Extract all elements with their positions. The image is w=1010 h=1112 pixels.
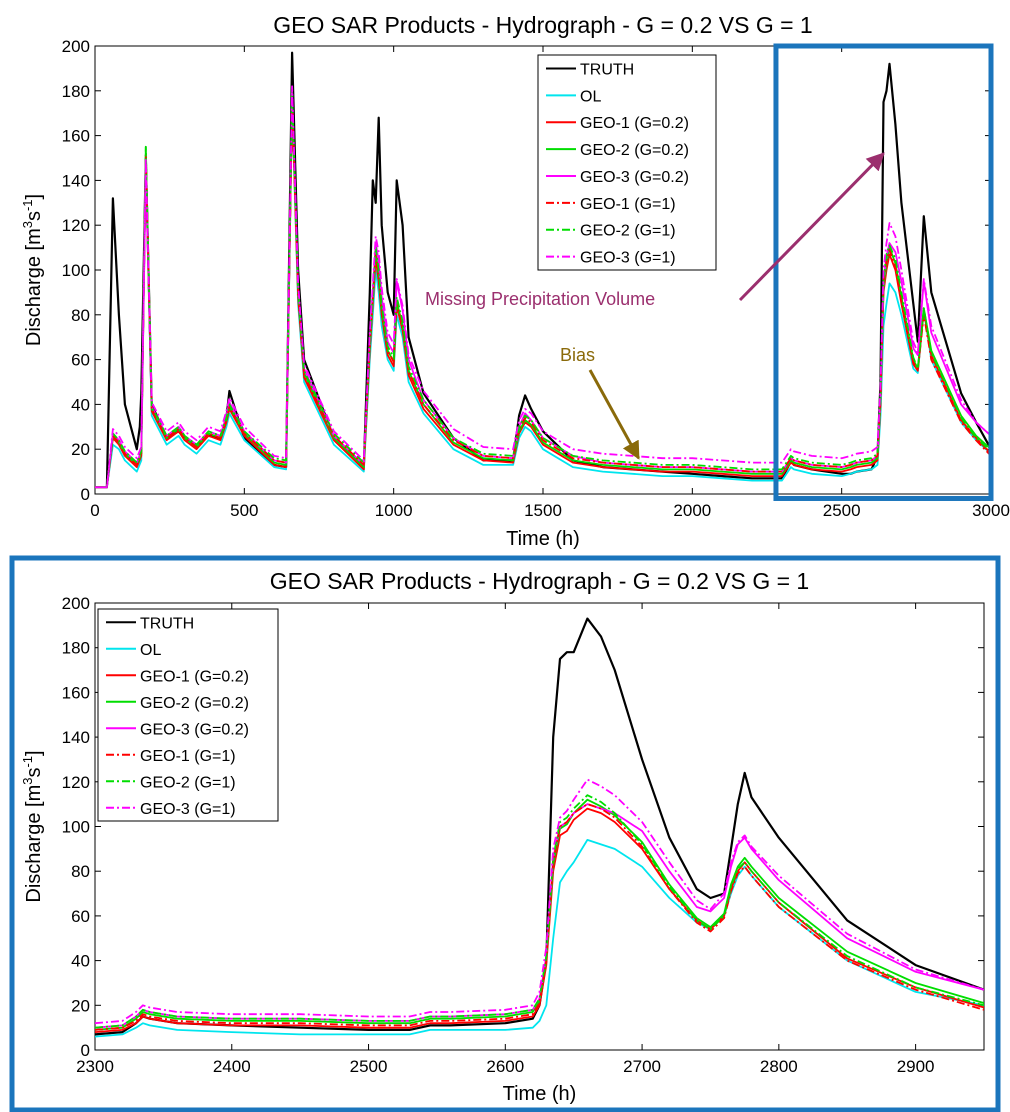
series-lines bbox=[95, 51, 991, 489]
legend-label: GEO-3 (G=0.2) bbox=[580, 169, 689, 186]
legend: TRUTH OL GEO-1 (G=0.2) GEO-2 (G=0.2) GEO-3 (… bbox=[537, 54, 717, 271]
zoom-panel-frame bbox=[9, 555, 1001, 1112]
legend-label: GEO-2 (G=1) bbox=[140, 774, 236, 791]
legend-label: GEO-2 (G=0.2) bbox=[580, 142, 689, 159]
y-tick-label: 100 bbox=[62, 818, 90, 837]
x-tick-label: 500 bbox=[230, 501, 258, 520]
legend: TRUTH OL GEO-1 (G=0.2) GEO-2 (G=0.2) GEO-3 (… bbox=[97, 608, 279, 822]
y-tick-label: 180 bbox=[62, 82, 90, 101]
y-tick-label: 40 bbox=[71, 952, 90, 971]
y-tick-label: 20 bbox=[71, 440, 90, 459]
x-axis-label: Time (h) bbox=[506, 528, 580, 550]
legend-label: GEO-1 (G=0.2) bbox=[140, 668, 249, 685]
y-tick-label: 120 bbox=[62, 773, 90, 792]
legend-label: GEO-3 (G=0.2) bbox=[140, 721, 249, 738]
series-line-ol bbox=[95, 839, 984, 1038]
x-tick-label: 2400 bbox=[213, 1057, 251, 1076]
legend-label: GEO-3 (G=1) bbox=[140, 801, 236, 818]
y-axis-label: Discharge [m3s-1] bbox=[20, 194, 45, 346]
y-axis-label-part: s bbox=[23, 768, 45, 778]
annotation-label: Bias bbox=[560, 345, 595, 365]
legend-label: TRUTH bbox=[580, 61, 634, 78]
legend-label: GEO-2 (G=0.2) bbox=[140, 695, 249, 712]
y-axis-label-part: ] bbox=[23, 194, 45, 200]
y-tick-label: 0 bbox=[81, 485, 90, 504]
y-tick-label: 160 bbox=[62, 683, 90, 702]
y-axis-label-part: ] bbox=[23, 750, 45, 756]
y-tick-label: 60 bbox=[71, 907, 90, 926]
y-tick-label: 60 bbox=[71, 351, 90, 370]
y-tick-label: 200 bbox=[62, 594, 90, 613]
y-tick-label: 140 bbox=[62, 728, 90, 747]
x-tick-label: 2800 bbox=[760, 1057, 798, 1076]
x-tick-label: 2600 bbox=[486, 1057, 524, 1076]
series-line-geo-3-g-1 bbox=[95, 778, 984, 1025]
annotation-label: Missing Precipitation Volume bbox=[425, 289, 655, 309]
series-line-geo-1-g-1 bbox=[95, 98, 991, 489]
x-tick-label: 3000 bbox=[972, 501, 1010, 520]
series-line-geo-1-g-0-2 bbox=[95, 807, 984, 1033]
chart-panel-1: 0 500 1000 1500 2000 2500 3000 0 20 40 60 80 100 120 1… bbox=[20, 12, 1010, 550]
x-tick-label: 0 bbox=[90, 501, 99, 520]
y-axis-label-part: -1 bbox=[20, 199, 35, 211]
y-tick-label: 0 bbox=[81, 1041, 90, 1060]
y-tick-label: 100 bbox=[62, 261, 90, 280]
legend-label: GEO-1 (G=1) bbox=[140, 748, 236, 765]
series-lines bbox=[95, 617, 984, 1038]
legend-label: GEO-3 (G=1) bbox=[580, 250, 676, 267]
legend-label: TRUTH bbox=[140, 615, 194, 632]
chart-title: GEO SAR Products - Hydrograph - G = 0.2 … bbox=[273, 12, 812, 38]
x-axis-label: Time (h) bbox=[503, 1083, 577, 1105]
legend-label: GEO-1 (G=1) bbox=[580, 196, 676, 213]
y-axis-label-part: Discharge [m bbox=[23, 228, 45, 346]
chart-title: GEO SAR Products - Hydrograph - G = 0.2 … bbox=[270, 568, 809, 594]
legend-box bbox=[537, 54, 717, 271]
series-line-geo-3-g-1 bbox=[95, 85, 991, 489]
series-line-geo-1-g-1 bbox=[95, 803, 984, 1031]
y-tick-label: 20 bbox=[71, 996, 90, 1015]
x-tick-label: 2300 bbox=[76, 1057, 114, 1076]
annotation-arrow bbox=[588, 369, 640, 460]
y-axis-label-part: s bbox=[23, 211, 45, 221]
y-tick-label: 140 bbox=[62, 171, 90, 190]
annotation-arrow bbox=[738, 152, 885, 302]
x-tick-label: 2500 bbox=[350, 1057, 388, 1076]
y-tick-label: 180 bbox=[62, 639, 90, 658]
series-line-geo-2-g-0-2 bbox=[95, 798, 984, 1031]
zoom-highlight-box bbox=[773, 43, 994, 501]
y-tick-label: 120 bbox=[62, 216, 90, 235]
x-tick-label: 2000 bbox=[673, 501, 711, 520]
y-tick-label: 160 bbox=[62, 127, 90, 146]
y-axis-label-part: -1 bbox=[20, 756, 35, 768]
legend-label: GEO-1 (G=0.2) bbox=[580, 115, 689, 132]
legend-label: GEO-2 (G=1) bbox=[580, 223, 676, 240]
series-line-geo-2-g-1 bbox=[95, 794, 984, 1029]
legend-box bbox=[97, 608, 279, 822]
y-tick-label: 40 bbox=[71, 395, 90, 414]
x-tick-label: 2700 bbox=[623, 1057, 661, 1076]
legend-label: OL bbox=[580, 88, 601, 105]
y-axis-label-part: Discharge [m bbox=[23, 785, 45, 903]
x-tick-label: 1000 bbox=[375, 501, 413, 520]
y-axis-label: Discharge [m3s-1] bbox=[20, 750, 45, 902]
y-tick-label: 80 bbox=[71, 862, 90, 881]
x-tick-label: 2500 bbox=[823, 501, 861, 520]
legend-label: OL bbox=[140, 642, 161, 659]
x-tick-label: 1500 bbox=[524, 501, 562, 520]
y-axis-label-part: 3 bbox=[20, 778, 35, 785]
series-line-geo-2-g-1 bbox=[95, 92, 991, 489]
y-tick-label: 80 bbox=[71, 306, 90, 325]
x-tick-label: 2900 bbox=[897, 1057, 935, 1076]
chart-panel-2: 2300 2400 2500 2600 2700 2800 2900 0 20 40 60 80 100… bbox=[9, 555, 1001, 1112]
y-axis-label-part: 3 bbox=[20, 221, 35, 228]
y-tick-label: 200 bbox=[62, 37, 90, 56]
